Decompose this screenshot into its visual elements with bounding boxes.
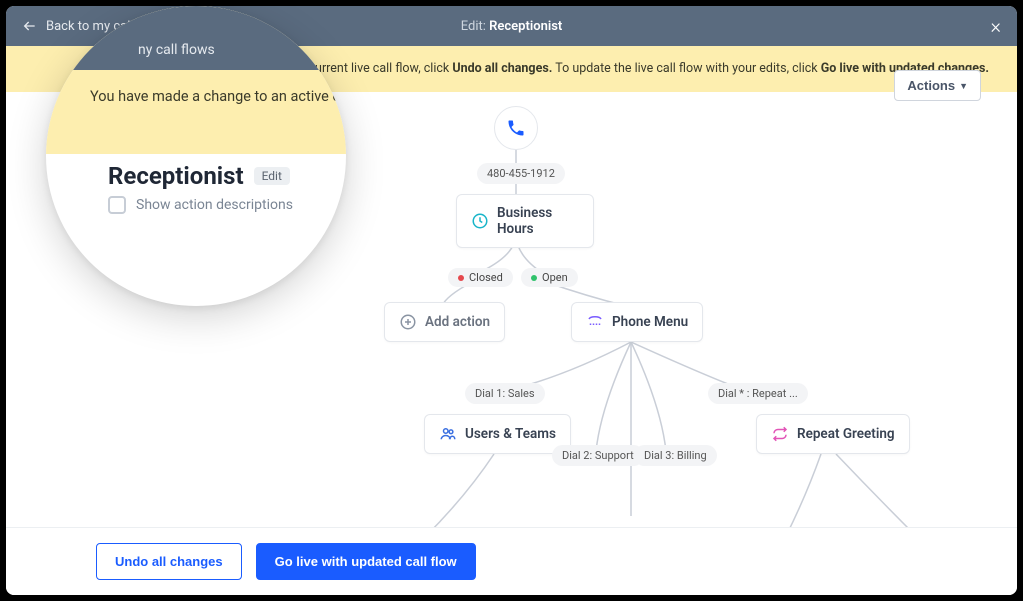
- dialstar-chip: Dial * : Repeat ...: [708, 383, 808, 404]
- arrow-left-icon: [22, 18, 38, 34]
- closed-dot-icon: [458, 275, 464, 281]
- app-window: Back to my call flows Edit: Receptionist…: [6, 6, 1017, 595]
- users-icon: [439, 425, 457, 443]
- closed-label: Closed: [469, 271, 503, 284]
- banner-text-mid: To update the live call flow with your e…: [552, 61, 820, 76]
- users-teams-label: Users & Teams: [465, 426, 556, 442]
- repeat-icon: [771, 425, 789, 443]
- undo-all-button[interactable]: Undo all changes: [96, 543, 242, 580]
- footer-bar: Undo all changes Go live with updated ca…: [6, 527, 1017, 595]
- phone-number-chip: 480-455-1912: [477, 163, 565, 184]
- actions-dropdown[interactable]: Actions ▼: [894, 70, 981, 101]
- closed-pill: Closed: [448, 268, 513, 287]
- phone-start-node[interactable]: [494, 106, 538, 150]
- dial3-chip: Dial 3: Billing: [634, 445, 717, 466]
- phone-icon: [506, 118, 526, 138]
- zoom-header-bg: [46, 6, 346, 70]
- zoom-magnifier: ny call flows You have made a change to …: [46, 6, 346, 306]
- chevron-down-icon: ▼: [959, 81, 968, 91]
- page-title: Edit: Receptionist: [461, 19, 563, 34]
- zoom-back-partial: ny call flows: [138, 42, 215, 58]
- repeat-greeting-node[interactable]: Repeat Greeting: [756, 414, 910, 454]
- checkbox-icon: [108, 196, 126, 214]
- open-dot-icon: [531, 275, 537, 281]
- dial1-chip: Dial 1: Sales: [465, 383, 545, 404]
- banner-bold-undo: Undo all changes.: [452, 61, 552, 76]
- business-hours-node[interactable]: Business Hours: [456, 194, 594, 248]
- actions-label: Actions: [907, 78, 955, 93]
- dial2-chip: Dial 2: Support: [552, 445, 644, 466]
- open-pill: Open: [521, 268, 578, 287]
- phone-menu-icon: [586, 313, 604, 331]
- checkbox-label: Show action descriptions: [136, 197, 293, 213]
- add-action-label: Add action: [425, 314, 490, 330]
- zoom-warning-text: You have made a change to an active c: [90, 88, 340, 105]
- go-live-button[interactable]: Go live with updated call flow: [256, 543, 476, 580]
- content-area: w. To revert to the current live call fl…: [6, 46, 1017, 547]
- zoom-flow-title: Receptionist: [108, 162, 244, 190]
- phone-menu-node[interactable]: Phone Menu: [571, 302, 703, 342]
- plus-circle-icon: [399, 313, 417, 331]
- business-hours-label: Business Hours: [497, 205, 579, 237]
- flow-name: Receptionist: [489, 19, 562, 34]
- open-label: Open: [542, 271, 568, 284]
- clock-icon: [471, 212, 489, 230]
- repeat-greeting-label: Repeat Greeting: [797, 426, 895, 442]
- add-action-node[interactable]: Add action: [384, 302, 505, 342]
- close-icon[interactable]: ×: [991, 14, 1001, 38]
- users-teams-node[interactable]: Users & Teams: [424, 414, 571, 454]
- zoom-title-row: Receptionist Edit: [108, 162, 290, 190]
- edit-badge[interactable]: Edit: [254, 167, 290, 185]
- show-descriptions-checkbox[interactable]: Show action descriptions: [108, 196, 293, 214]
- edit-prefix: Edit:: [461, 19, 486, 34]
- phone-menu-label: Phone Menu: [612, 314, 688, 330]
